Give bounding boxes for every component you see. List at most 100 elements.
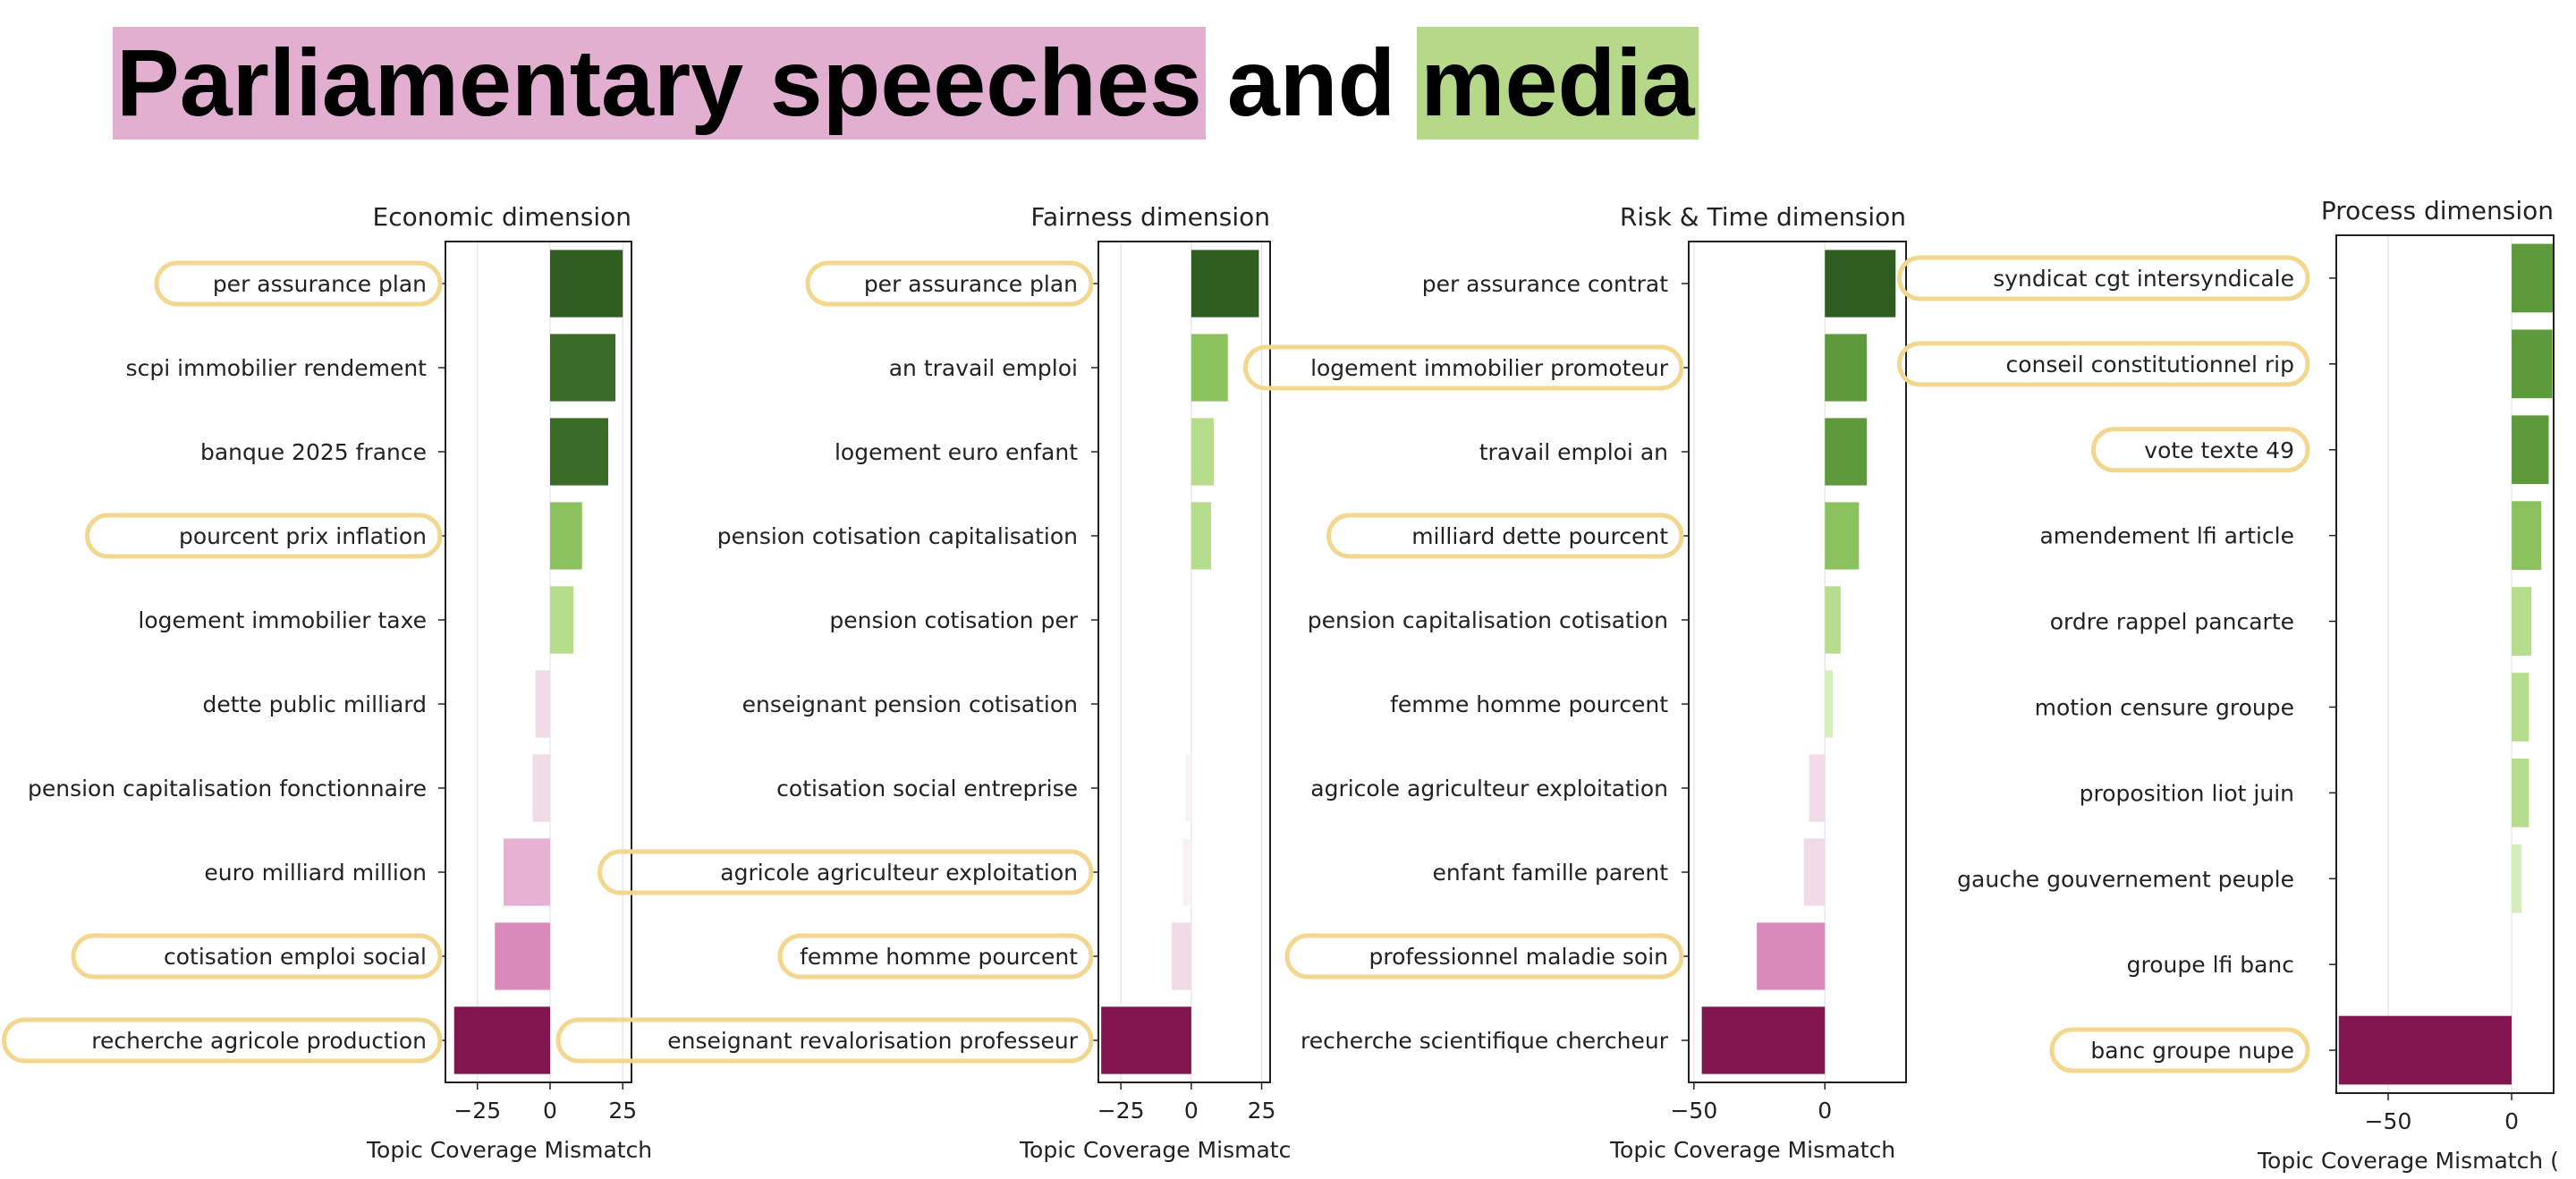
category-label: logement euro enfant xyxy=(835,439,1078,465)
bar xyxy=(550,250,623,318)
bar xyxy=(1182,838,1191,906)
title-connector: and xyxy=(1226,30,1396,136)
category-label: femme homme pourcent xyxy=(800,944,1078,970)
bar xyxy=(1191,250,1259,318)
axes-frame xyxy=(1688,241,1907,1083)
bar xyxy=(1809,754,1826,822)
category-label: enfant famille parent xyxy=(1432,860,1668,886)
bar xyxy=(2512,758,2529,827)
chart-title: Economic dimension xyxy=(373,202,632,232)
x-axis-label: Topic Coverage Mismatch xyxy=(1609,1137,1895,1163)
bar xyxy=(1825,670,1834,738)
bar xyxy=(1701,1006,1826,1074)
highlight-outline xyxy=(1326,513,1684,559)
category-label: cotisation social entreprise xyxy=(776,776,1078,802)
bar xyxy=(495,922,550,990)
highlight-outline xyxy=(1897,341,2310,387)
category-label: dette public milliard xyxy=(202,691,427,717)
bar xyxy=(1191,418,1215,486)
axes-frame xyxy=(445,241,632,1083)
bar xyxy=(2512,673,2529,742)
category-label: enseignant revalorisation professeur xyxy=(667,1028,1078,1054)
category-label: gauche gouvernement peuple xyxy=(1957,866,2294,892)
category-label: per assurance contrat xyxy=(1422,271,1668,297)
x-tick-label: 0 xyxy=(1184,1098,1199,1124)
x-tick-label: 25 xyxy=(608,1098,637,1124)
category-label: pourcent prix inflation xyxy=(179,523,427,549)
bar xyxy=(1171,922,1191,990)
highlight-outline xyxy=(555,1017,1094,1064)
highlight-outline xyxy=(2,1017,443,1064)
category-label: agricole agriculteur exploitation xyxy=(1310,776,1668,802)
x-tick-label: −50 xyxy=(1670,1098,1717,1124)
highlight-outline xyxy=(597,849,1094,895)
x-tick-label: −50 xyxy=(2365,1108,2412,1134)
chart-title: Fairness dimension xyxy=(1030,202,1270,232)
bar xyxy=(2338,1015,2512,1085)
category-label: femme homme pourcent xyxy=(1390,691,1668,717)
highlight-outline xyxy=(1284,933,1684,980)
highlight-outline xyxy=(777,933,1094,980)
bar xyxy=(453,1006,550,1074)
category-label: recherche agricole production xyxy=(91,1028,427,1054)
x-tick-label: 0 xyxy=(2504,1108,2519,1134)
chart-process: Process dimension syndicat cgt intersyndi… xyxy=(1897,196,2559,1174)
bar xyxy=(2512,329,2553,399)
axes-frame xyxy=(1097,241,1271,1083)
bar xyxy=(535,670,550,738)
bar xyxy=(550,502,582,570)
category-label: recherche scientifique chercheur xyxy=(1301,1028,1669,1054)
category-label: enseignant pension cotisation xyxy=(742,691,1078,717)
category-label: banc groupe nupe xyxy=(2090,1038,2294,1064)
highlight-outline xyxy=(71,933,443,980)
x-tick-label: 0 xyxy=(543,1098,557,1124)
axes-frame xyxy=(2335,234,2555,1094)
category-label: per assurance plan xyxy=(864,271,1078,297)
bar xyxy=(1825,586,1841,654)
chart-title: Risk & Time dimension xyxy=(1620,202,1906,232)
category-label: logement immobilier taxe xyxy=(138,607,427,633)
chart-fairness: Fairness dimension per assurance plan an t… xyxy=(555,202,1305,1163)
category-label: syndicat cgt intersyndicale xyxy=(1993,266,2294,292)
category-label: ordre rappel pancarte xyxy=(2050,609,2294,635)
title-highlight-speeches: Parliamentary speeches xyxy=(113,27,1206,140)
category-label: motion censure groupe xyxy=(2035,694,2294,720)
category-label: logement immobilier promoteur xyxy=(1310,355,1669,381)
highlight-outline xyxy=(1243,344,1684,391)
page-title: Parliamentary speeches and media xyxy=(113,27,1699,140)
bar xyxy=(2512,501,2542,571)
category-label: euro milliard million xyxy=(204,860,427,886)
chart-title: Process dimension xyxy=(2321,196,2554,225)
category-label: pension capitalisation cotisation xyxy=(1308,607,1668,633)
bar xyxy=(550,586,573,654)
chart-risk-time: Risk & Time dimension per assurance contr… xyxy=(1243,202,1907,1163)
bar xyxy=(1191,502,1211,570)
bar xyxy=(532,754,550,822)
highlight-outline xyxy=(154,260,443,307)
bar xyxy=(1825,502,1860,570)
bar xyxy=(1757,922,1826,990)
x-tick-label: 0 xyxy=(1818,1098,1832,1124)
bar xyxy=(1825,334,1868,402)
category-label: agricole agriculteur exploitation xyxy=(720,860,1078,886)
bar xyxy=(2512,243,2554,313)
category-label: scpi immobilier rendement xyxy=(126,355,428,381)
highlight-outline xyxy=(805,260,1094,307)
x-tick-label: 25 xyxy=(1248,1098,1276,1124)
category-label: proposition liot juin xyxy=(2080,780,2294,806)
bar xyxy=(1825,250,1896,318)
x-tick-label: −25 xyxy=(453,1098,501,1124)
x-axis-label: Topic Coverage Mismatch xyxy=(1019,1137,1305,1163)
category-label: groupe lfi banc xyxy=(2127,952,2294,978)
bar xyxy=(1101,1006,1191,1074)
category-label: conseil constitutionnel rip xyxy=(2005,352,2294,377)
category-label: vote texte 49 xyxy=(2144,437,2294,463)
category-label: banque 2025 france xyxy=(200,439,427,465)
category-label: cotisation emploi social xyxy=(164,944,427,970)
category-label: professionnel maladie soin xyxy=(1368,944,1668,970)
bar xyxy=(2512,415,2549,485)
category-label: travail emploi an xyxy=(1479,439,1668,465)
highlight-outline xyxy=(1897,255,2310,301)
bar xyxy=(1803,838,1826,906)
